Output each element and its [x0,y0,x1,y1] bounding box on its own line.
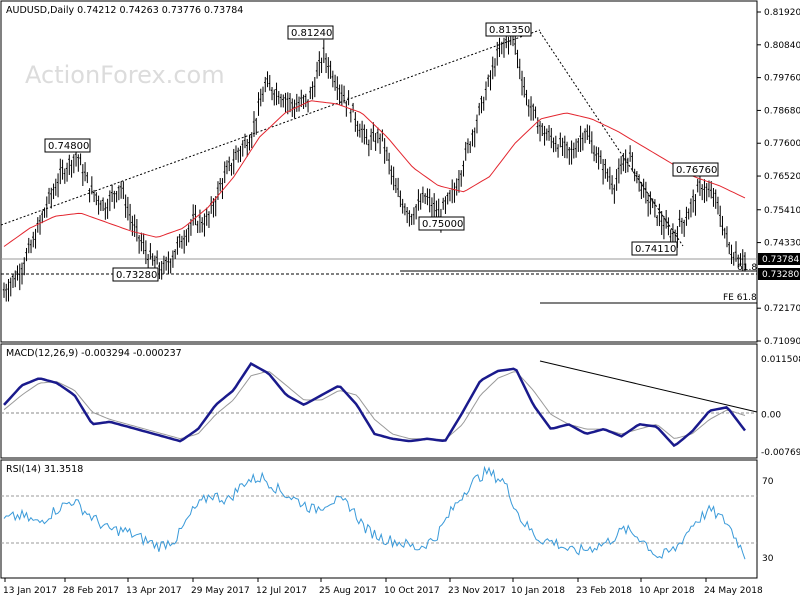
svg-text:0.73784: 0.73784 [762,255,799,265]
svg-text:0.76760: 0.76760 [676,165,717,176]
price-y-tick: 0.76520 [764,172,800,182]
watermark: ActionForex.com [25,61,225,89]
price-panel [0,0,758,343]
rising-trendline [0,29,541,226]
macd-trendline [539,360,758,413]
price-bars [2,22,746,302]
rsi-y-axis: 70 30 [762,477,774,564]
rsi-y-tick: 30 [762,554,774,564]
fe-61.8-label: FE 61.8 [723,293,757,303]
macd-y-axis: 0.011508 0.00 -0.007694 [761,355,800,458]
x-axis: 13 Jan 2017 28 Feb 2017 13 Apr 2017 29 May … [3,578,763,596]
macd-signal-line [3,371,746,441]
macd-y-tick: -0.007694 [761,448,800,458]
x-tick: 13 Apr 2017 [126,586,182,596]
price-header: AUDUSD,Daily 0.74212 0.74263 0.73776 0.7… [6,5,243,16]
macd-y-tick: 0.00 [761,411,781,421]
macd-panel [0,343,758,459]
price-y-tick: 0.74330 [764,239,800,249]
falling-trendline [539,31,684,247]
svg-text:0.75000: 0.75000 [422,219,463,230]
x-tick: 13 Jan 2017 [3,586,57,596]
svg-text:0.73280: 0.73280 [762,270,799,280]
x-tick: 23 Feb 2018 [576,586,632,596]
svg-text:0.74110: 0.74110 [635,244,676,255]
x-tick: 10 Oct 2017 [384,586,440,596]
annotation-0.81350: 0.81350 [485,22,532,37]
svg-text:0.81240: 0.81240 [291,28,332,39]
price-y-tick: 0.72170 [764,304,800,314]
x-tick: 28 Feb 2017 [63,586,119,596]
fib-61.8-label: 61.8 [737,263,757,273]
svg-text:0.81350: 0.81350 [489,25,530,36]
x-tick: 23 Nov 2017 [448,586,506,596]
support-price-tag: 0.73280 [758,268,800,280]
rsi-panel [0,459,758,579]
price-y-tick: 0.81920 [764,8,800,18]
price-y-axis: 0.81920 0.80840 0.79760 0.78680 0.77600 0.765… [757,8,800,347]
x-tick: 29 May 2017 [191,586,250,596]
annotation-0.74110: 0.74110 [631,241,678,256]
rsi-line [3,465,746,560]
annotation-0.74800: 0.74800 [44,138,91,153]
annotation-0.81240: 0.81240 [287,25,334,40]
macd-line [3,362,746,448]
x-tick: 25 Aug 2017 [319,586,377,596]
x-tick: 24 May 2018 [704,586,763,596]
svg-text:0.73280: 0.73280 [116,270,157,281]
annotation-0.75000: 0.75000 [418,216,465,231]
x-tick: 10 Jan 2018 [511,586,565,596]
svg-text:0.74800: 0.74800 [48,141,89,152]
price-y-tick: 0.77600 [764,139,800,149]
price-y-tick: 0.75410 [764,206,800,216]
price-y-tick: 0.71090 [764,337,800,347]
price-y-tick: 0.78680 [764,106,800,116]
moving-average-line [3,100,746,247]
last-price-tag: 0.73784 [758,253,800,265]
price-y-tick: 0.80840 [764,41,800,51]
price-y-tick: 0.79760 [764,74,800,84]
annotation-0.76760: 0.76760 [672,162,719,177]
macd-y-tick: 0.011508 [761,355,800,365]
rsi-header: RSI(14) 31.3518 [6,464,83,475]
rsi-y-tick: 70 [762,477,774,487]
x-tick: 12 Jul 2017 [256,586,307,596]
x-tick: 10 Apr 2018 [639,586,695,596]
annotation-0.73280: 0.73280 [112,267,159,282]
macd-header: MACD(12,26,9) -0.003294 -0.000237 [6,348,182,359]
